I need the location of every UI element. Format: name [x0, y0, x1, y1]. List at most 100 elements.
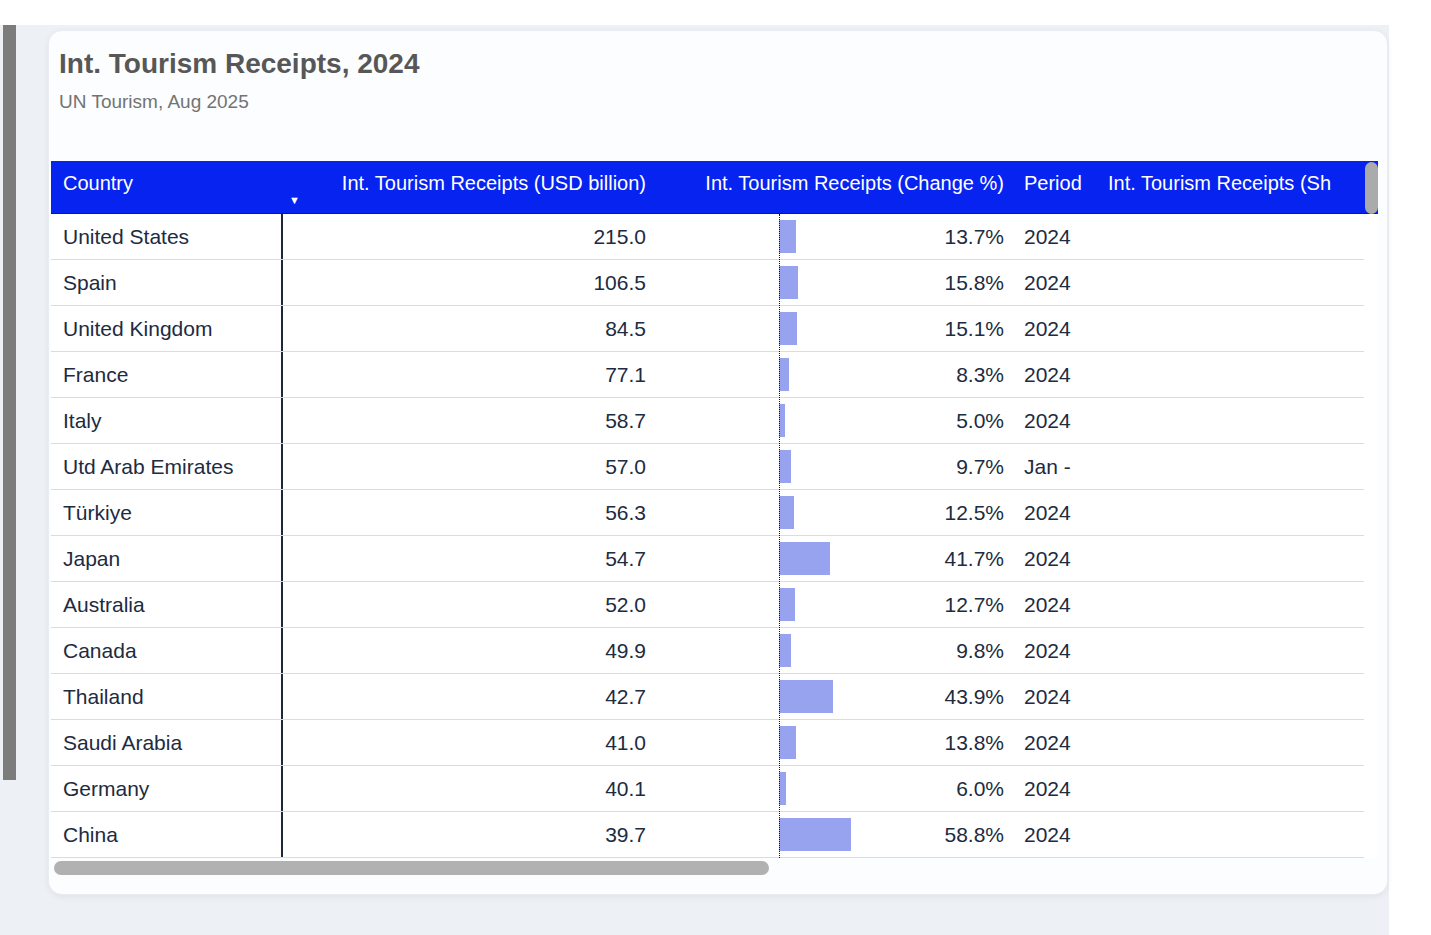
- cell-change-pct: 9.8%: [656, 628, 1011, 673]
- page-vertical-scrollbar[interactable]: [3, 25, 16, 780]
- cell-country: Utd Arab Emirates: [51, 444, 281, 489]
- cell-country: China: [51, 812, 281, 857]
- column-header-period[interactable]: Period: [1011, 161, 1096, 213]
- cell-change-value: 15.1%: [944, 317, 1004, 341]
- cell-change-pct: 5.0%: [656, 398, 1011, 443]
- table-row[interactable]: United States 215.0 13.7% 2024: [51, 214, 1364, 260]
- cell-period: 2024: [1011, 766, 1096, 811]
- table-vertical-scrollbar-thumb[interactable]: [1365, 162, 1378, 214]
- column-header-share[interactable]: Int. Tourism Receipts (Sh: [1096, 161, 1378, 213]
- table-row[interactable]: France 77.1 8.3% 2024: [51, 352, 1364, 398]
- cell-country: Australia: [51, 582, 281, 627]
- cell-share: [1096, 398, 1364, 443]
- cell-period: 2024: [1011, 306, 1096, 351]
- cell-usd-billion: 40.1: [281, 766, 656, 811]
- visual-card: Int. Tourism Receipts, 2024 UN Tourism, …: [48, 30, 1388, 895]
- table-header-row: Country Int. Tourism Receipts (USD billi…: [51, 161, 1378, 214]
- cell-share: [1096, 582, 1364, 627]
- cell-usd-billion: 54.7: [281, 536, 656, 581]
- cell-usd-billion: 41.0: [281, 720, 656, 765]
- table-row[interactable]: Türkiye 56.3 12.5% 2024: [51, 490, 1364, 536]
- cell-usd-billion: 77.1: [281, 352, 656, 397]
- change-data-bar: [779, 726, 796, 759]
- cell-country: Spain: [51, 260, 281, 305]
- cell-share: [1096, 674, 1364, 719]
- cell-share: [1096, 766, 1364, 811]
- change-data-bar: [779, 266, 798, 299]
- column-header-label: Int. Tourism Receipts (USD billion): [342, 172, 646, 195]
- cell-change-value: 43.9%: [944, 685, 1004, 709]
- cell-usd-billion: 84.5: [281, 306, 656, 351]
- change-data-bar: [779, 450, 791, 483]
- cell-country: Saudi Arabia: [51, 720, 281, 765]
- cell-usd-billion: 57.0: [281, 444, 656, 489]
- cell-period: 2024: [1011, 720, 1096, 765]
- page: { "card": { "title": "Int. Tourism Recei…: [0, 0, 1431, 935]
- cell-period: 2024: [1011, 536, 1096, 581]
- cell-change-value: 41.7%: [944, 547, 1004, 571]
- table-row[interactable]: Canada 49.9 9.8% 2024: [51, 628, 1364, 674]
- cell-usd-billion: 39.7: [281, 812, 656, 857]
- table-body: United States 215.0 13.7% 2024 Spain 106…: [51, 214, 1364, 858]
- cell-change-pct: 43.9%: [656, 674, 1011, 719]
- cell-change-pct: 8.3%: [656, 352, 1011, 397]
- change-data-bar: [779, 312, 797, 345]
- cell-change-pct: 9.7%: [656, 444, 1011, 489]
- table-row[interactable]: Spain 106.5 15.8% 2024: [51, 260, 1364, 306]
- change-data-bar: [779, 358, 789, 391]
- cell-period: 2024: [1011, 628, 1096, 673]
- cell-change-pct: 13.7%: [656, 214, 1011, 259]
- cell-period: 2024: [1011, 352, 1096, 397]
- cell-share: [1096, 812, 1364, 857]
- table-row[interactable]: Australia 52.0 12.7% 2024: [51, 582, 1364, 628]
- table-row[interactable]: Thailand 42.7 43.9% 2024: [51, 674, 1364, 720]
- cell-change-value: 9.7%: [956, 455, 1004, 479]
- change-data-bar: [779, 634, 791, 667]
- column-header-change-pct[interactable]: Int. Tourism Receipts (Change %): [656, 161, 1011, 213]
- cell-change-pct: 12.7%: [656, 582, 1011, 627]
- table-visual: Country Int. Tourism Receipts (USD billi…: [51, 161, 1378, 858]
- cell-period: 2024: [1011, 398, 1096, 443]
- table-row[interactable]: Germany 40.1 6.0% 2024: [51, 766, 1364, 812]
- cell-country: United States: [51, 214, 281, 259]
- column-header-label: Int. Tourism Receipts (Sh: [1108, 172, 1331, 195]
- table-row[interactable]: Japan 54.7 41.7% 2024: [51, 536, 1364, 582]
- cell-share: [1096, 720, 1364, 765]
- column-header-usd-billion[interactable]: Int. Tourism Receipts (USD billion) ▼: [281, 161, 656, 213]
- table-row[interactable]: Italy 58.7 5.0% 2024: [51, 398, 1364, 444]
- cell-usd-billion: 215.0: [281, 214, 656, 259]
- table-row[interactable]: China 39.7 58.8% 2024: [51, 812, 1364, 858]
- cell-country: Japan: [51, 536, 281, 581]
- cell-change-pct: 15.1%: [656, 306, 1011, 351]
- column-header-country[interactable]: Country: [51, 161, 281, 213]
- cell-share: [1096, 214, 1364, 259]
- cell-usd-billion: 49.9: [281, 628, 656, 673]
- table-row[interactable]: United Kingdom 84.5 15.1% 2024: [51, 306, 1364, 352]
- visual-subtitle: UN Tourism, Aug 2025: [59, 91, 249, 113]
- cell-change-pct: 58.8%: [656, 812, 1011, 857]
- cell-change-pct: 12.5%: [656, 490, 1011, 535]
- cell-change-value: 12.7%: [944, 593, 1004, 617]
- cell-period: 2024: [1011, 214, 1096, 259]
- cell-period: 2024: [1011, 490, 1096, 535]
- table-horizontal-scrollbar-thumb[interactable]: [54, 861, 769, 875]
- cell-change-value: 13.7%: [944, 225, 1004, 249]
- column-header-label: Period: [1024, 172, 1082, 195]
- cell-change-pct: 13.8%: [656, 720, 1011, 765]
- cell-share: [1096, 444, 1364, 489]
- change-bar-zero-axis: [779, 214, 780, 858]
- table-row[interactable]: Utd Arab Emirates 57.0 9.7% Jan -: [51, 444, 1364, 490]
- change-data-bar: [779, 818, 851, 851]
- cell-usd-billion: 58.7: [281, 398, 656, 443]
- cell-country: Germany: [51, 766, 281, 811]
- change-data-bar: [779, 588, 795, 621]
- cell-share: [1096, 536, 1364, 581]
- cell-change-value: 58.8%: [944, 823, 1004, 847]
- cell-change-value: 5.0%: [956, 409, 1004, 433]
- table-row[interactable]: Saudi Arabia 41.0 13.8% 2024: [51, 720, 1364, 766]
- sort-descending-icon: ▼: [289, 194, 300, 206]
- cell-change-value: 9.8%: [956, 639, 1004, 663]
- cell-usd-billion: 106.5: [281, 260, 656, 305]
- cell-share: [1096, 260, 1364, 305]
- change-data-bar: [779, 680, 833, 713]
